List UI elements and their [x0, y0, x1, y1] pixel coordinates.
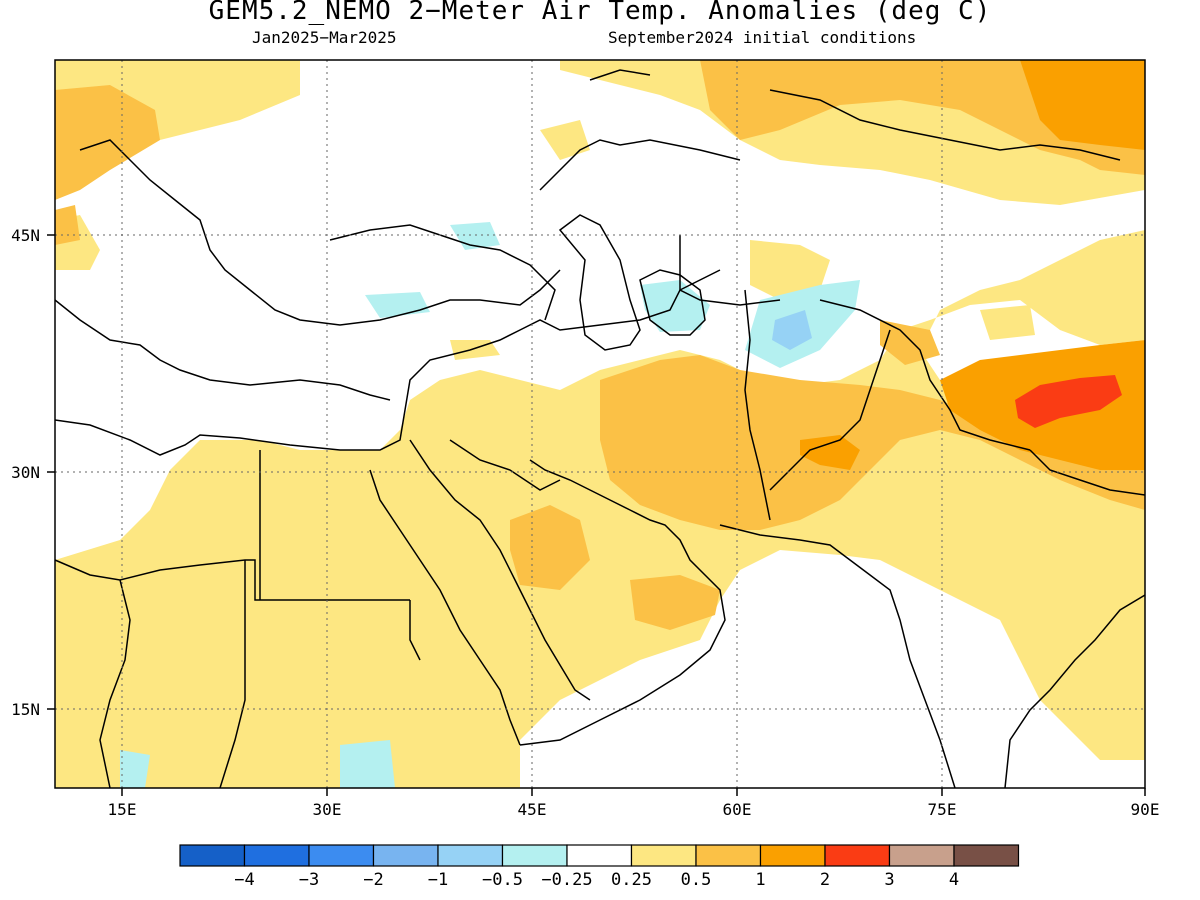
- lon-tick-label: 60E: [723, 800, 752, 819]
- colorbar-swatch: [953, 844, 1020, 867]
- colorbar-label: 2: [819, 870, 831, 890]
- colorbar-swatch: [695, 844, 762, 867]
- lon-tick-label: 45E: [518, 800, 547, 819]
- colorbar-swatch: [308, 844, 375, 867]
- colorbar-label: 4: [948, 870, 960, 890]
- colorbar-label: −0.25: [541, 870, 593, 890]
- colorbar-label: −1: [427, 870, 449, 890]
- lat-tick-label: 45N: [11, 226, 40, 245]
- forecast-period: Jan2025−Mar2025: [252, 28, 397, 47]
- colorbar-swatch: [437, 844, 504, 867]
- anomaly-2-3: [1015, 375, 1122, 428]
- coastlines-and-borders: [55, 69, 1145, 788]
- colorbar-label: −0.5: [482, 870, 523, 890]
- lat-tick-label: 15N: [11, 700, 40, 719]
- colorbar-label: 0.5: [680, 870, 712, 890]
- lon-tick-label: 15E: [108, 800, 137, 819]
- colorbar-swatch: [372, 844, 439, 867]
- anomaly-neg1-neg0.5: [772, 310, 812, 350]
- colorbar-label: 1: [755, 870, 766, 890]
- colorbar-label: −3: [298, 870, 320, 890]
- colorbar-swatch: [630, 844, 697, 867]
- colorbar-swatch: [566, 844, 633, 867]
- colorbar-swatch: [243, 844, 310, 867]
- anomaly-field: [55, 60, 1145, 788]
- colorbar-swatch: [759, 844, 826, 867]
- lon-tick-label: 75E: [928, 800, 957, 819]
- lon-tick-label: 30E: [313, 800, 342, 819]
- initial-conditions: September2024 initial conditions: [608, 28, 917, 47]
- colorbar-label: 3: [884, 870, 895, 890]
- colorbar: [179, 844, 1020, 867]
- colorbar-label: −2: [363, 870, 384, 890]
- axis-labels: 15E 30E 45E 60E 75E 90E 45N 30N 15N: [11, 226, 1159, 819]
- lat-tick-label: 30N: [11, 463, 40, 482]
- colorbar-label: 0.25: [611, 870, 652, 890]
- tick-marks: [47, 234, 1146, 796]
- colorbar-swatch: [179, 844, 246, 867]
- map-title: GEM5.2_NEMO 2−Meter Air Temp. Anomalies …: [208, 0, 992, 26]
- plot-frame: [54, 59, 1146, 789]
- colorbar-swatch: [888, 844, 955, 867]
- gridlines: [55, 60, 1145, 788]
- colorbar-swatch: [501, 844, 568, 867]
- lon-tick-label: 90E: [1131, 800, 1160, 819]
- colorbar-swatch: [824, 844, 891, 867]
- colorbar-label: −4: [234, 870, 255, 890]
